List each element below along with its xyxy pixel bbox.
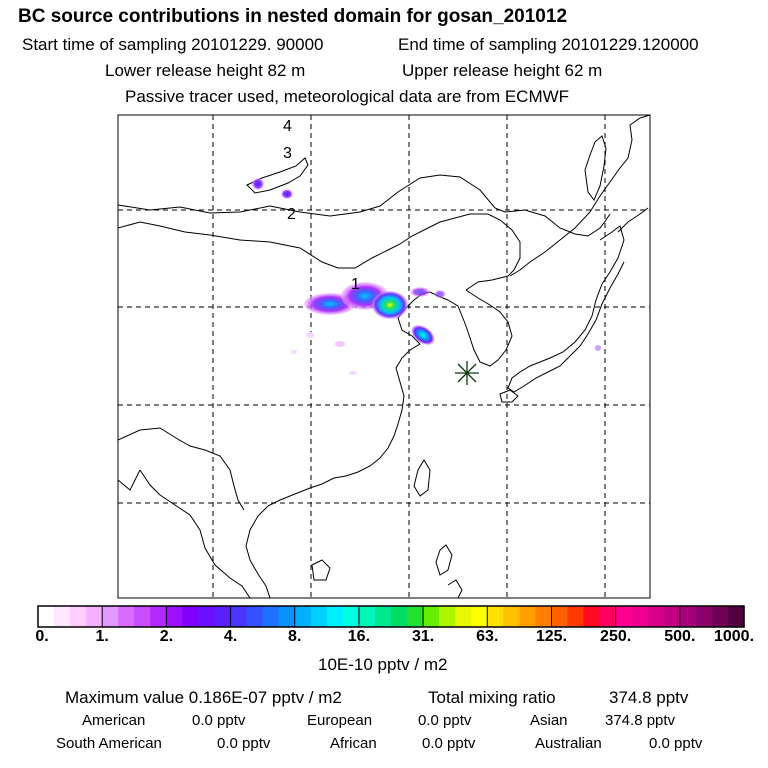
marker-label-2: 2: [287, 206, 296, 223]
colorbar-swatch: [711, 606, 729, 627]
colorbar-swatch: [615, 606, 633, 627]
colorbar-swatch: [519, 606, 537, 627]
coastlines-borders: [118, 115, 650, 598]
total-mixing-label: Total mixing ratio: [428, 688, 556, 707]
colorbar-swatch: [230, 606, 248, 627]
colorbar-swatch: [358, 606, 376, 627]
colorbar-tick-label: 4.: [223, 628, 238, 645]
marker-label-1: 1: [351, 276, 360, 293]
colorbar-swatch: [54, 606, 71, 627]
map-frame: [117, 114, 651, 599]
colorbar-swatch: [535, 606, 553, 627]
colorbar-swatch: [326, 606, 344, 627]
max-value-label: Maximum value 0.186E-07 pptv / m2: [65, 688, 342, 707]
colorbar: [38, 606, 745, 627]
colorbar-swatch: [599, 606, 617, 627]
colorbar-swatch: [150, 606, 167, 627]
colorbar-swatch: [407, 606, 424, 627]
colorbar-swatch: [551, 606, 569, 627]
colorbar-swatch: [647, 606, 665, 627]
colorbar-tick-label: 8.: [288, 628, 302, 645]
australian-label: Australian: [535, 735, 602, 752]
colorbar-swatch: [695, 606, 713, 627]
colorbar-swatch: [487, 606, 504, 627]
colorbar-swatch: [391, 606, 408, 627]
colorbar-swatch: [86, 606, 103, 627]
colorbar-swatch: [374, 606, 392, 627]
european-label: European: [307, 712, 373, 729]
colorbar-swatch: [70, 606, 87, 627]
colorbar-swatch: [439, 606, 456, 627]
colorbar-swatch: [631, 606, 649, 627]
colorbar-units: 10E-10 pptv / m2: [318, 655, 448, 674]
end-time-label: End time of sampling 20101229.120000: [398, 35, 699, 54]
colorbar-swatch: [38, 606, 55, 627]
asian-label: Asian: [530, 712, 568, 729]
african-label: African: [330, 735, 377, 752]
colorbar-tick-label: 31.: [411, 628, 435, 645]
colorbar-swatch: [134, 606, 151, 627]
total-mixing-value: 374.8 pptv: [609, 688, 689, 707]
australian-value: 0.0 pptv: [649, 735, 703, 752]
colorbar-swatch: [679, 606, 697, 627]
start-time-label: Start time of sampling 20101229. 90000: [22, 35, 324, 54]
upper-release-height-label: Upper release height 62 m: [402, 61, 603, 80]
colorbar-swatch: [310, 606, 328, 627]
south-american-value: 0.0 pptv: [217, 735, 271, 752]
marker-label-4: 4: [283, 118, 292, 135]
colorbar-swatch: [214, 606, 232, 627]
colorbar-tick-label: 125.: [535, 628, 568, 645]
colorbar-swatch: [118, 606, 135, 627]
colorbar-swatch: [262, 606, 280, 627]
marker-label-3: 3: [283, 145, 292, 162]
colorbar-swatch: [198, 606, 216, 627]
colorbar-swatch: [166, 606, 184, 627]
colorbar-swatch: [278, 606, 296, 627]
european-value: 0.0 pptv: [418, 712, 472, 729]
colorbar-swatch: [455, 606, 472, 627]
lower-release-height-label: Lower release height 82 m: [105, 61, 306, 80]
colorbar-frame: [37, 605, 745, 628]
colorbar-tick-label: 2.: [159, 628, 174, 645]
colorbar-swatch: [663, 606, 681, 627]
colorbar-tick-label: 1.: [95, 628, 109, 645]
colorbar-tick-label: 250.: [600, 628, 632, 645]
colorbar-swatch: [102, 606, 119, 627]
colorbar-swatch: [503, 606, 520, 627]
colorbar-swatch: [727, 606, 745, 627]
colorbar-swatch: [423, 606, 440, 627]
receptor-star-icon: [455, 361, 479, 385]
plot-title: BC source contributions in nested domain…: [18, 6, 568, 27]
african-value: 0.0 pptv: [422, 735, 476, 752]
colorbar-tick-label: 63.: [476, 628, 499, 645]
colorbar-swatch: [567, 606, 585, 627]
concentration-field: [252, 178, 601, 375]
colorbar-swatch: [583, 606, 601, 627]
colorbar-swatch: [342, 606, 360, 627]
colorbar-tick-label: 500.: [664, 628, 696, 645]
american-value: 0.0 pptv: [192, 712, 246, 729]
colorbar-tick-label: 16.: [347, 628, 371, 645]
asian-value: 374.8 pptv: [605, 712, 676, 729]
american-label: American: [82, 712, 146, 729]
colorbar-swatch: [471, 606, 488, 627]
colorbar-swatch: [294, 606, 312, 627]
tracer-info-label: Passive tracer used, meteorological data…: [125, 87, 570, 106]
colorbar-tick-label: 1000.: [713, 628, 755, 645]
colorbar-swatch: [246, 606, 264, 627]
colorbar-swatch: [182, 606, 200, 627]
south-american-label: South American: [56, 735, 162, 752]
colorbar-tick-label: 0.: [35, 628, 49, 645]
